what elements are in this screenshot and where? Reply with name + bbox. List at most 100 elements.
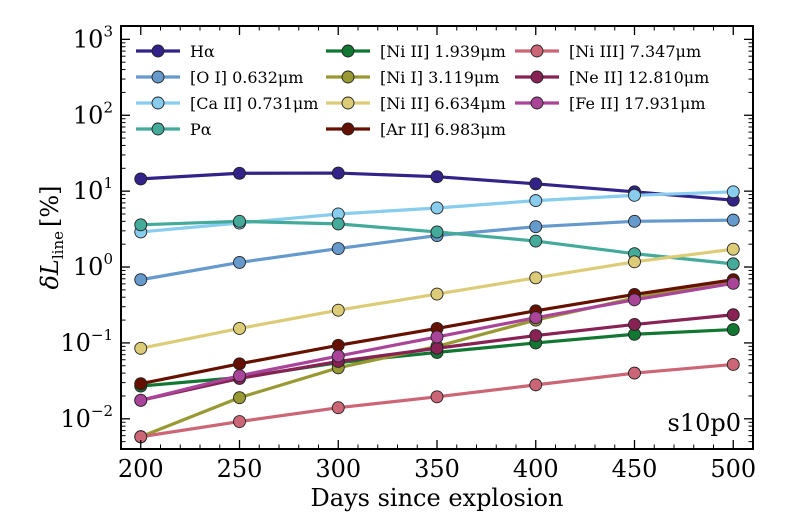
data-point [726,257,740,271]
legend-label: [Ni II] 1.939μm [380,42,506,61]
legend-label: Hα [190,42,215,61]
data-point [430,390,444,404]
legend-label: [Ar II] 6.983μm [380,120,506,139]
legend-label: [Ni I] 3.119μm [380,68,499,87]
legend-entry: [Ni I] 3.119μm [326,68,499,87]
legend-swatch-marker [341,44,355,58]
legend-swatch-marker [530,44,544,58]
y-tick-label: 101 [73,174,113,205]
y-tick-label: 10−1 [60,326,113,357]
series--ni-iii-7-347-m [134,358,740,444]
y-tick-label: 100 [73,250,113,281]
data-point [529,234,543,248]
data-point [529,311,543,325]
legend-label: Pα [190,120,212,139]
series--ni-ii-6-634-m [134,242,740,355]
x-tick-label: 300 [315,455,361,483]
y-tick-label: 102 [73,98,113,129]
data-point [134,218,148,232]
data-point [233,166,246,180]
legend-swatch-marker [151,70,165,84]
data-point [529,329,543,343]
legend-swatch-marker [151,96,165,110]
data-point [430,170,444,184]
data-point [134,377,148,391]
series-group [134,166,740,444]
data-point [331,166,345,180]
series-h- [134,166,740,207]
data-point [233,255,246,269]
legend-label: [Ni III] 7.347μm [569,42,701,61]
data-point [628,366,641,380]
series--fe-ii-17-931-m [134,276,740,407]
data-point [529,378,543,392]
legend-entry: [Ni III] 7.347μm [515,42,701,61]
data-point [529,220,543,234]
y-axis-title-main: δL [36,259,64,289]
data-point [529,194,543,208]
data-point [331,303,345,317]
data-point [726,323,740,337]
data-point [430,201,444,215]
x-tick-label: 250 [217,455,263,483]
legend: Hα [O I] 0.632μm [Ca II] 0.731μm Pα [Ni II] … [136,42,709,139]
data-point [430,330,444,344]
legend-swatch-marker [530,70,544,84]
data-point [134,341,148,355]
legend-entry: Hα [136,42,215,61]
legend-entry: Pα [136,120,212,139]
legend-swatch-marker [341,122,355,136]
y-tick-label: 10−2 [60,402,113,433]
data-point [726,242,740,256]
legend-label: [Ne II] 12.810μm [569,68,709,87]
data-point [233,214,246,228]
legend-swatch-marker [151,122,165,136]
data-point [233,391,246,405]
legend-swatch-marker [341,70,355,84]
data-point [134,172,148,186]
y-axis-title: δLline [%] [36,185,67,289]
legend-entry: [Ni II] 6.634μm [326,94,506,113]
legend-entry: [Ar II] 6.983μm [326,120,506,139]
legend-entry: [O I] 0.632μm [136,68,303,87]
data-point [134,393,148,407]
data-point [233,415,246,428]
axis-ticks: 200 250 300 350 400 450 500 10−2 10−1 100 101 102 10… [60,22,756,483]
data-point [726,213,740,227]
data-point [628,255,641,269]
data-point [430,287,444,301]
legend-entry: [Ni II] 1.939μm [326,42,506,61]
data-point [529,271,543,285]
legend-entry: [Ne II] 12.810μm [515,68,709,87]
data-point [233,322,246,335]
x-tick-label: 500 [710,455,756,483]
x-tick-label: 350 [414,455,460,483]
data-point [233,369,246,383]
data-point [529,177,543,191]
data-point [134,273,148,287]
data-point [430,341,444,355]
data-point [726,185,740,199]
y-axis-title-sub: line [49,231,67,259]
legend-swatch-marker [341,96,355,110]
legend-label: [Ni II] 6.634μm [380,94,506,113]
data-point [628,188,641,202]
model-annotation: s10p0 [668,409,742,437]
x-tick-label: 200 [118,455,164,483]
data-point [331,338,345,352]
y-tick-label: 103 [73,22,113,53]
data-point [726,308,740,322]
legend-label: [Ca II] 0.731μm [190,94,318,113]
legend-entry: [Ca II] 0.731μm [136,94,318,113]
legend-label: [O I] 0.632μm [190,68,303,87]
data-point [331,242,345,256]
x-axis-title: Days since explosion [311,484,564,512]
legend-swatch-marker [530,96,544,110]
data-point [726,276,740,290]
legend-entry: [Fe II] 17.931μm [515,94,706,113]
x-tick-label: 450 [612,455,658,483]
legend-swatch-marker [151,44,165,58]
data-point [331,217,345,231]
x-tick-label: 400 [513,455,559,483]
